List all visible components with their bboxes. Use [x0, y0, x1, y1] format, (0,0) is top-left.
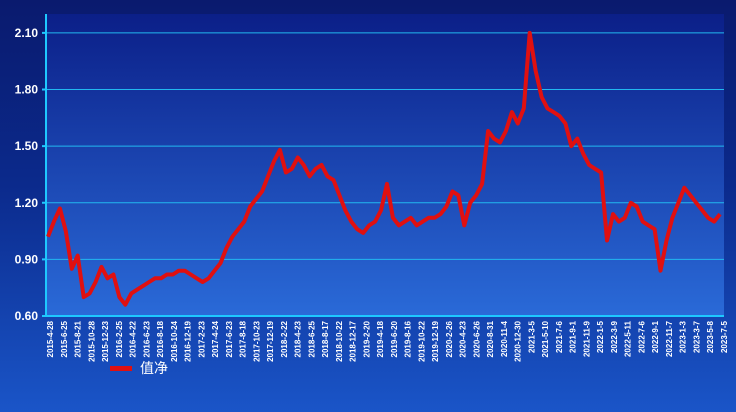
x-tick-label: 2021-11-9	[582, 320, 591, 357]
y-tick-labels: 0.60 0.90 1.20 1.50 1.80 2.10	[15, 26, 46, 323]
x-tick-label: 2021-9-1	[569, 320, 578, 353]
x-tick-label: 2017-12-19	[266, 320, 275, 361]
x-tick-label: 2016-2-25	[115, 320, 124, 357]
x-tick-label: 2021-3-5	[527, 320, 536, 353]
x-tick-label: 2015-4-28	[46, 320, 55, 357]
x-tick-label: 2016-6-23	[142, 320, 151, 357]
x-tick-label: 2019-8-16	[404, 320, 413, 357]
x-tick-label: 2018-2-22	[280, 320, 289, 357]
x-tick-label: 2018-4-23	[294, 320, 303, 357]
y-tick-label: 0.60	[15, 309, 39, 323]
series-layer	[46, 30, 722, 307]
x-tick-label: 2020-12-30	[514, 320, 523, 361]
x-tick-label: 2016-4-22	[129, 320, 138, 357]
x-tick-label: 2015-6-25	[60, 320, 69, 357]
x-tick-label: 2016-10-24	[170, 320, 179, 361]
x-tick-label: 2018-10-22	[335, 320, 344, 361]
x-tick-label: 2016-8-18	[156, 320, 165, 357]
x-tick-label: 2019-6-20	[390, 320, 399, 357]
x-tick-label: 2022-9-1	[651, 320, 660, 353]
x-tick-label: 2022-1-5	[596, 320, 605, 353]
x-tick-label: 2022-7-6	[637, 320, 646, 353]
x-tick-label: 2021-7-6	[555, 320, 564, 353]
x-tick-label: 2023-3-7	[692, 320, 701, 353]
x-tick-label: 2023-7-5	[720, 320, 729, 353]
x-tick-label: 2020-11-4	[500, 320, 509, 357]
x-tick-label: 2015-10-28	[87, 320, 96, 361]
x-tick-label: 2020-8-31	[486, 320, 495, 357]
x-tick-label: 2015-8-21	[74, 320, 83, 357]
x-tick-label: 2018-12-17	[349, 320, 358, 361]
x-tick-label: 2022-11-7	[665, 320, 674, 357]
x-tick-label: 2019-4-18	[376, 320, 385, 357]
legend: 值净	[110, 358, 168, 378]
legend-label: 值净	[140, 361, 168, 377]
x-tick-label: 2022-5-11	[624, 320, 633, 357]
x-tick-label: 2023-1-3	[679, 320, 688, 353]
x-tick-label: 2015-12-23	[101, 320, 110, 361]
y-tick-label: 0.90	[15, 252, 39, 266]
x-tick-labels: 2015-4-28 2015-6-25 2015-8-21 2015-10-28 201…	[46, 320, 729, 361]
x-tick-label: 2023-5-8	[706, 320, 715, 353]
x-tick-label: 2017-4-24	[211, 320, 220, 357]
x-tick-label: 2020-4-23	[459, 320, 468, 357]
x-tick-label: 2022-3-9	[610, 320, 619, 353]
x-tick-label: 2019-10-22	[417, 320, 426, 361]
x-tick-label: 2017-6-23	[225, 320, 234, 357]
x-tick-label: 2016-12-19	[184, 320, 193, 361]
y-tick-label: 1.80	[15, 83, 39, 97]
x-tick-label: 2021-5-10	[541, 320, 550, 357]
y-tick-label: 2.10	[15, 26, 39, 40]
x-tick-label: 2019-2-20	[362, 320, 371, 357]
x-tick-label: 2017-10-23	[252, 320, 261, 361]
x-tick-label: 2017-8-18	[239, 320, 248, 357]
x-tick-label: 2018-8-17	[321, 320, 330, 357]
x-tick-label: 2018-6-25	[307, 320, 316, 357]
legend-swatch-icon	[110, 365, 132, 371]
series-line	[46, 30, 722, 307]
plot-area	[46, 14, 724, 316]
x-tick-label: 2020-6-26	[472, 320, 481, 357]
x-tick-label: 2020-2-26	[445, 320, 454, 357]
x-tick-label: 2017-2-23	[197, 320, 206, 357]
y-tick-label: 1.50	[15, 139, 39, 153]
y-tick-label: 1.20	[15, 196, 39, 210]
x-tick-label: 2019-12-19	[431, 320, 440, 361]
